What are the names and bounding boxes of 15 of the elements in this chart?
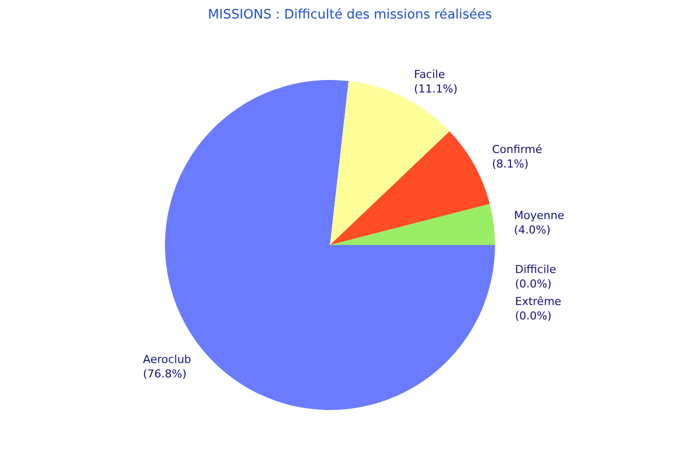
chart-title: MISSIONS : Difficulté des missions réalisées: [208, 8, 492, 23]
pie-slice: [330, 204, 495, 245]
category-label: Extrême: [515, 295, 562, 308]
data-label: (8.1%): [492, 157, 529, 170]
data-label: (76.8%): [143, 367, 187, 380]
slice-label: Moyenne: [514, 209, 564, 222]
slice-label: Confirmé: [492, 143, 542, 156]
slice-label: Facile: [414, 68, 446, 81]
text: (0.0%): [515, 309, 552, 322]
data-label: (11.1%): [414, 82, 458, 96]
slice-label: Aeroclub: [143, 353, 192, 366]
category-label: Difficile: [515, 263, 556, 276]
pie-slice: [330, 131, 490, 245]
text: (0.0%): [515, 277, 552, 290]
data-label: (4.0%): [514, 223, 551, 236]
